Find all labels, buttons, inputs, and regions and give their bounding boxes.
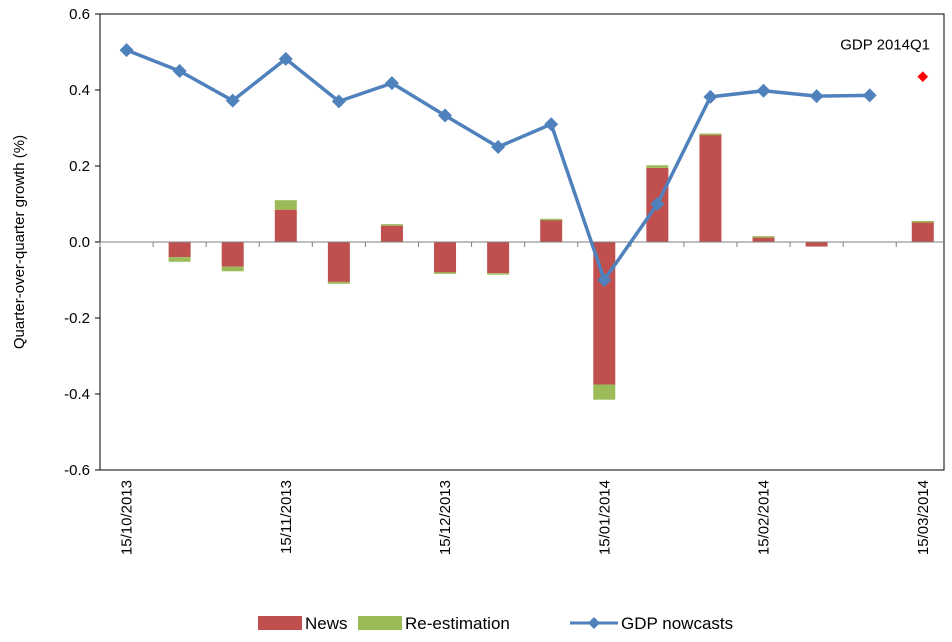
bar-re-estimation [911,221,934,223]
legend-item-re-estimation: Re-estimation [358,614,510,634]
bar-re-estimation [434,272,457,274]
annotation-gdp-2014q1: GDP 2014Q1 [840,37,930,54]
x-tick-label: 15/12/2013 [437,480,454,555]
point-gdp-nowcast [703,89,718,104]
y-tick-label: 0.4 [69,82,90,99]
marker-gdp-2014q1 [916,69,930,84]
point-gdp-nowcast [809,89,824,104]
point-gdp-nowcast [438,108,453,123]
y-tick-label: 0.0 [69,234,90,251]
bar-re-estimation [699,133,722,136]
point-gdp-nowcast [119,43,134,58]
bar-re-estimation [327,281,350,284]
bar-news [434,242,457,273]
bar-news [221,242,244,267]
y-tick-label: 0.6 [69,6,90,23]
bar-re-estimation [487,273,510,275]
bar-news [487,242,510,274]
legend-item-news: News [258,614,348,634]
point-gdp-nowcast [544,117,559,132]
point-gdp-nowcast [650,197,665,211]
legend-swatch-news [258,616,302,630]
bar-re-estimation [540,218,563,221]
point-gdp-nowcast [491,140,506,154]
legend-label-news: News [305,614,348,633]
x-tick-label: 15/10/2013 [119,480,136,555]
point-gdp-nowcast [172,64,187,78]
bar-re-estimation [646,165,669,168]
y-axis-title: Quarter-over-quarter growth (%) [11,135,28,349]
point-gdp-nowcast [331,94,346,109]
bar-re-estimation [380,224,403,226]
legend-label-gdp-nowcasts: GDP nowcasts [621,614,734,633]
legend: News Re-estimation GDP nowcasts [0,610,952,640]
bar-news [274,209,297,242]
y-tick-label: -0.2 [64,310,90,327]
legend-label-re-estimation: Re-estimation [405,614,510,633]
bar-news [327,242,350,282]
x-tick-label: 15/02/2014 [756,480,773,555]
y-tick-label: 0.2 [69,158,90,175]
point-gdp-nowcast [225,93,240,108]
x-tick-label: 15/01/2014 [596,480,613,555]
chart: Quarter-over-quarter growth (%) 0.60.40.… [11,6,945,555]
bar-news [168,242,191,258]
bar-news [593,242,616,385]
bar-news [380,225,403,242]
bar-re-estimation [221,266,244,272]
x-tick-label: 15/11/2013 [278,480,295,554]
legend-swatch-re-estimation [358,616,402,630]
point-gdp-nowcast [384,76,399,91]
point-gdp-nowcast [278,51,293,66]
y-tick-label: -0.6 [64,462,90,479]
point-gdp-nowcast [756,83,771,98]
legend-item-gdp-nowcasts: GDP nowcasts [570,614,733,634]
legend-line-marker-gdp [570,617,618,629]
bar-news [805,242,828,247]
bar-re-estimation [593,384,616,400]
x-tick-label: 15/03/2014 [915,480,932,555]
point-gdp-nowcast [862,88,877,103]
point-gdp-nowcast [597,273,612,287]
bar-news [911,221,934,242]
y-tick-label: -0.4 [64,386,90,403]
bar-news [699,133,722,242]
bar-news [540,219,563,242]
plot-area: 0.6 0.4 0.2 0.0 -0.2 -0.4 -0.6 15/10/2013 15/11/… [64,6,945,555]
bar-re-estimation [274,200,297,210]
bar-re-estimation [168,257,191,262]
bar-re-estimation [752,236,775,238]
bar-news [752,236,775,242]
